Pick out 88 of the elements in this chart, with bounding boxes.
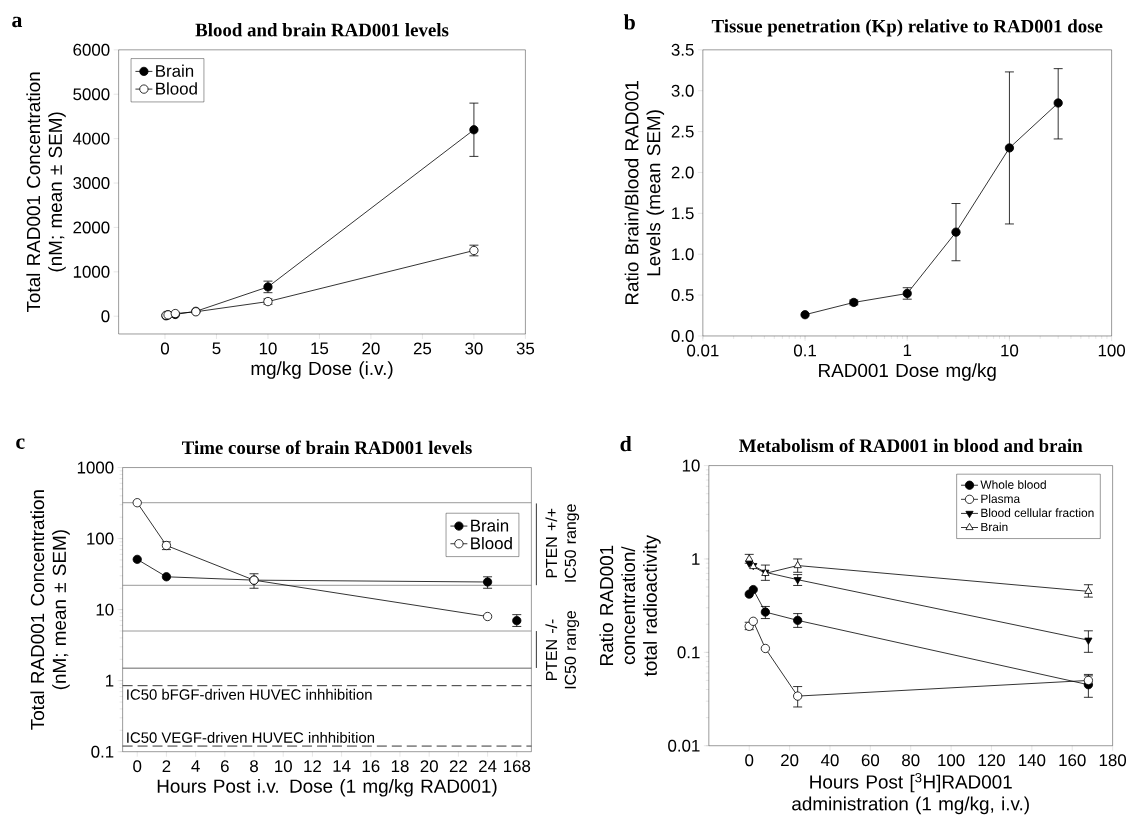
y-tick-label: 6000 xyxy=(73,43,110,56)
chart-title: Blood and brain RAD001 levels xyxy=(195,22,449,37)
legend-label: Whole blood xyxy=(980,479,1046,489)
x-tick-label: 100 xyxy=(1098,344,1126,357)
x-tick-label: 60 xyxy=(861,753,880,766)
y-tick-label: 1000 xyxy=(73,265,110,278)
y-axis-title: Ratio Brain/Blood RAD001 Levels (mean SEM) xyxy=(624,80,665,304)
x-tick-label: 12 xyxy=(304,759,321,772)
y-axis-title: Total RAD001 Concentration (nM; mean ± SEM) xyxy=(30,490,70,730)
x-tick-label: 10 xyxy=(259,342,277,355)
y-tick-label: 2000 xyxy=(73,221,110,234)
y-tick-label: 1.5 xyxy=(672,207,694,219)
x-tick-label: 14 xyxy=(333,759,351,772)
x-axis-title: mg/kg Dose (i.v.) xyxy=(251,361,393,379)
x-tick-label: 16 xyxy=(362,759,380,772)
x-axis-title: Hours Post i.v. Dose (1 mg/kg RAD001) xyxy=(157,778,497,797)
x-tick-label: 10 xyxy=(275,759,292,772)
x-tick-label: 4 xyxy=(191,759,200,772)
legend-label: Blood xyxy=(471,536,512,550)
legend-label: Blood cellular fraction xyxy=(981,508,1094,517)
x-axis-title: RAD001 Dose mg/kg xyxy=(819,363,996,381)
text: PTEN -/- IC50 range xyxy=(545,610,580,689)
x-tick-label: 20 xyxy=(362,342,380,355)
y-tick-label: 10 xyxy=(682,459,700,472)
x-tick-label: 30 xyxy=(465,342,483,355)
y-tick-label: 4000 xyxy=(72,132,110,145)
y-tick-label: 0 xyxy=(101,310,110,322)
legend-label: Brain xyxy=(471,518,509,532)
y-axis-title: Ratio RAD001 concentration/ total radioactivity xyxy=(599,534,661,676)
y-tick-label: 1.0 xyxy=(672,248,694,260)
y-tick-label: 5000 xyxy=(73,88,110,100)
legend-label: Plasma xyxy=(981,494,1021,503)
x-tick-label: 8 xyxy=(250,759,258,772)
y-tick-label: 0.5 xyxy=(671,288,694,301)
x-tick-label: 2 xyxy=(162,759,171,772)
x-tick-label: 6 xyxy=(220,759,229,772)
x-tick-label: 20 xyxy=(781,753,799,766)
y-tick-label: 2.0 xyxy=(671,166,694,179)
y-tick-label: 100 xyxy=(87,532,114,545)
x-tick-label: 20 xyxy=(420,759,438,772)
x-tick-label: 15 xyxy=(311,342,329,355)
x-tick-label: 0 xyxy=(160,342,170,355)
legend-label: Blood xyxy=(156,82,197,95)
x-tick-label: 10 xyxy=(1001,344,1019,357)
text: c xyxy=(16,438,25,449)
x-tick-label: 40 xyxy=(820,753,839,766)
x-tick-label: 120 xyxy=(978,753,1005,766)
x-tick-label: 24 xyxy=(479,759,497,772)
x-tick-label: 18 xyxy=(391,759,409,772)
x-tick-label: 180 xyxy=(1099,753,1127,766)
y-tick-label: 1000 xyxy=(77,461,114,474)
chart-title: Metabolism of RAD001 in blood and brain xyxy=(739,438,1083,452)
y-tick-label: 0.0 xyxy=(671,329,694,342)
x-tick-label: 160 xyxy=(1059,753,1086,766)
legend-label: Brain xyxy=(981,522,1008,531)
x-tick-label: 0 xyxy=(133,759,142,772)
y-tick-label: 0.01 xyxy=(668,739,700,752)
x-tick-label: 0.1 xyxy=(793,344,816,357)
y-tick-label: 3.5 xyxy=(671,43,694,56)
legend-label: Brain xyxy=(156,64,194,77)
x-tick-label: 1 xyxy=(903,344,912,356)
y-axis-title: Total RAD001 Concentration (nM; mean ± SEM) xyxy=(26,72,66,312)
y-tick-label: 0.1 xyxy=(91,745,114,758)
chart-title: Time course of brain RAD001 levels xyxy=(182,440,472,454)
x-tick-label: 35 xyxy=(516,342,535,355)
y-tick-label: 3000 xyxy=(73,176,110,189)
ref-line-label: IC50 VEGF-driven HUVEC inhhibition xyxy=(127,731,375,743)
x-tick-label: 168 xyxy=(503,759,531,772)
chart-title: Tissue penetration (Kp) relative to RAD001 dose xyxy=(711,19,1103,37)
y-tick-label: 1 xyxy=(106,674,114,687)
x-axis-title: Hours Post [$^{3}$H]RAD001 administration (1 mg/kg, i.v.) xyxy=(792,772,1029,814)
y-tick-label: 2.5 xyxy=(671,125,694,138)
y-tick-label: 3.0 xyxy=(671,84,694,97)
x-tick-label: 22 xyxy=(449,759,467,772)
x-tick-label: 140 xyxy=(1019,753,1046,766)
x-tick-label: 100 xyxy=(938,753,965,766)
text: b xyxy=(623,14,635,30)
x-tick-label: 25 xyxy=(413,342,432,355)
x-tick-label: 80 xyxy=(902,753,920,766)
ref-line-label: IC50 bFGF-driven HUVEC inhhibition xyxy=(127,688,372,700)
text: PTEN +/+ IC50 range xyxy=(545,504,580,582)
x-tick-label: 5 xyxy=(212,342,221,355)
y-tick-label: 0.1 xyxy=(677,646,700,659)
y-tick-label: 10 xyxy=(96,603,114,616)
text: a xyxy=(12,16,23,27)
x-tick-label: 0 xyxy=(745,753,754,766)
text: d xyxy=(620,435,632,452)
y-tick-label: 1 xyxy=(692,552,700,565)
